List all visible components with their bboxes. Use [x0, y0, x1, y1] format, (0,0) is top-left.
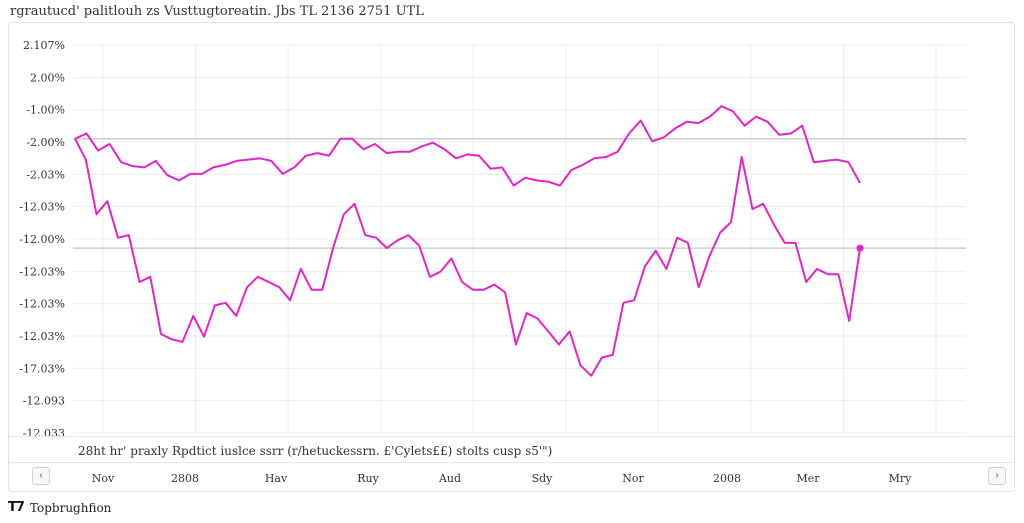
- caption-divider: [8, 436, 1013, 437]
- prev-nav-button[interactable]: ‹: [32, 467, 50, 485]
- y-tick-label: -12.03%: [19, 201, 65, 214]
- y-tick-label: -12.00%: [19, 233, 65, 246]
- y-tick-label: -1.00%: [26, 104, 65, 117]
- y-tick-label: -17.03%: [19, 362, 65, 375]
- footer: T7 Topbrughfion: [8, 500, 111, 515]
- x-tick-label: Sdy: [532, 472, 554, 485]
- y-tick-label: -2.00%: [26, 136, 65, 149]
- chart-title: rgrautucd' palitlouh zs Vusttugtoreatin.…: [10, 4, 424, 19]
- x-tick-label: 2808: [171, 472, 199, 485]
- y-tick-label: -2.03%: [26, 168, 65, 181]
- x-tick-label: Hav: [265, 472, 288, 485]
- x-tick-label: 2008: [713, 472, 741, 485]
- series-line-2: [74, 138, 861, 377]
- chart-caption: 28ht hr' praxly Rpdtict iuslce ssrr (r/h…: [78, 444, 553, 458]
- y-tick-label: 2.00%: [30, 71, 65, 84]
- y-tick-label: -12.03%: [19, 298, 65, 311]
- line-chart: 2.107% 2.00% -1.00% -2.00% -2.03% -12.03% -12.…: [19, 39, 966, 440]
- x-tick-label: Nor: [622, 472, 644, 485]
- x-tick-label: Mry: [889, 472, 913, 485]
- brand-name: Topbrughfion: [29, 500, 112, 515]
- next-nav-button[interactable]: ›: [988, 467, 1006, 485]
- chevron-left-icon: ‹: [39, 470, 43, 481]
- x-tick-label: Nov: [92, 472, 115, 485]
- brand-logo: T7: [8, 500, 25, 515]
- y-tick-label: -12.033: [23, 427, 65, 440]
- x-tick-label: Mer: [796, 472, 820, 485]
- series-end-point[interactable]: [856, 244, 864, 252]
- x-axis: Nov 2808 Hav Ruy Aud Sdy Nor 2008 Mer Mry: [92, 472, 913, 485]
- chart-panel: 2.107% 2.00% -1.00% -2.00% -2.03% -12.03% -12.…: [8, 22, 1015, 492]
- chevron-right-icon: ›: [995, 470, 999, 481]
- x-tick-label: Aud: [438, 472, 461, 485]
- y-tick-label: -12.03%: [19, 265, 65, 278]
- y-tick-label: 2.107%: [23, 39, 65, 52]
- y-tick-label: -12.093: [23, 395, 65, 408]
- series-line-1: [74, 105, 861, 187]
- y-tick-label: -12.03%: [19, 330, 65, 343]
- x-axis-bar: [8, 462, 1013, 491]
- x-tick-label: Ruy: [357, 472, 379, 485]
